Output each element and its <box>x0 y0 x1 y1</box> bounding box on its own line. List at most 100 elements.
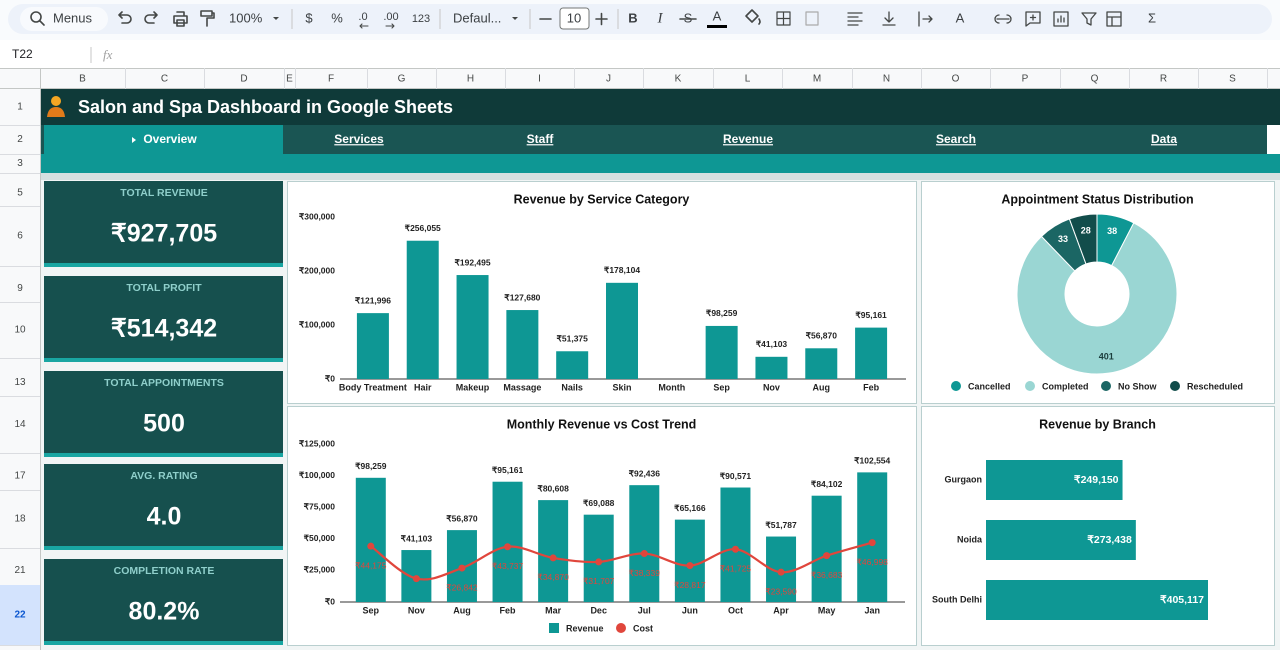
value-label: ₹95,161 <box>492 465 524 475</box>
redo[interactable] <box>144 11 158 24</box>
line-marker <box>868 539 876 547</box>
value-label: ₹102,554 <box>854 456 890 466</box>
percent[interactable]: % <box>331 10 343 25</box>
font-family[interactable]: Defaul... <box>453 10 501 25</box>
strikethrough[interactable]: S <box>684 10 693 25</box>
dropdown[interactable] <box>273 17 279 20</box>
value-label: ₹23,590 <box>765 586 797 596</box>
font-size[interactable]: 10 <box>567 10 581 25</box>
currency[interactable]: $ <box>305 10 313 25</box>
row-header: 1 <box>17 102 23 113</box>
value-label: ₹98,259 <box>355 461 387 471</box>
functions[interactable]: Σ <box>1148 10 1156 25</box>
kpi-label: AVG. RATING <box>130 470 197 482</box>
value-label: ₹41,725 <box>720 564 752 574</box>
bar <box>720 487 751 602</box>
nav-tab[interactable]: Services <box>334 132 384 146</box>
text-color[interactable]: A <box>713 8 722 23</box>
table-view[interactable] <box>1106 11 1122 27</box>
column-header: L <box>745 74 751 85</box>
kpi-accent <box>44 263 283 267</box>
nav-tab[interactable]: Search <box>936 132 976 146</box>
chart-title: Revenue by Branch <box>1039 417 1156 431</box>
insert-chart[interactable] <box>1053 11 1069 27</box>
title-icon <box>51 96 61 106</box>
filter[interactable] <box>1081 12 1097 26</box>
kpi-card <box>44 464 283 550</box>
menu-search[interactable] <box>20 7 108 31</box>
print[interactable] <box>173 11 188 27</box>
bar <box>811 495 842 602</box>
undo[interactable] <box>118 11 132 24</box>
row-header: 13 <box>14 377 26 388</box>
merge[interactable] <box>805 11 819 26</box>
value-label: ₹95,161 <box>855 310 887 320</box>
x-tick-label: Body Treatment <box>339 382 407 392</box>
x-tick-label: Dec <box>590 605 607 615</box>
kpi-label: TOTAL APPOINTMENTS <box>104 377 224 389</box>
legend-swatch <box>1101 381 1111 391</box>
bar <box>986 580 1208 620</box>
decrease-arrow <box>359 23 369 29</box>
fill-color[interactable] <box>745 9 761 25</box>
font-size-box[interactable] <box>559 7 590 30</box>
increase-decimals[interactable]: .00 <box>383 11 398 23</box>
column-header: H <box>467 74 474 85</box>
nav-tab[interactable]: Revenue <box>723 132 773 146</box>
header-band <box>41 154 1280 173</box>
formula-bar <box>0 42 1280 68</box>
menu-search-text[interactable]: Menus <box>53 10 93 25</box>
value-label: ₹98,259 <box>706 308 738 318</box>
value-label: ₹51,787 <box>765 520 797 530</box>
wrap[interactable] <box>918 11 933 27</box>
row-header: 5 <box>17 188 23 199</box>
font-size-plus[interactable] <box>595 12 608 26</box>
bar <box>583 514 614 602</box>
legend-swatch <box>951 381 961 391</box>
value-label: ₹51,375 <box>556 334 588 344</box>
sheet-grid: B C D E F G H I J K L M N O P Q R S 1 2 3 5 6 9 10 13 14 17 18 21 22 <box>0 68 1280 650</box>
value-label: ₹90,571 <box>720 471 752 481</box>
y-tick-label: Noida <box>957 534 983 544</box>
number-format[interactable]: 123 <box>412 13 430 25</box>
line-marker <box>549 554 557 562</box>
search-icon <box>30 11 42 23</box>
row-header: 10 <box>14 325 26 336</box>
y-tick-label: ₹75,000 <box>304 501 336 511</box>
vertical-align[interactable] <box>882 11 896 26</box>
value-label: ₹84,102 <box>811 479 843 489</box>
x-tick-label: Hair <box>414 382 432 392</box>
value-label: ₹178,104 <box>604 265 640 275</box>
borders[interactable] <box>776 11 791 26</box>
nav-tab[interactable]: Staff <box>527 132 555 146</box>
nav-tab[interactable]: Data <box>1151 132 1177 146</box>
line-marker <box>412 575 420 583</box>
bold[interactable]: B <box>628 10 637 25</box>
link[interactable] <box>994 14 1012 24</box>
decrease-decimals[interactable]: .0 <box>358 11 367 23</box>
bar <box>857 472 888 602</box>
legend-label: Cancelled <box>968 381 1011 391</box>
italic[interactable]: I <box>657 10 664 26</box>
comment[interactable] <box>1025 11 1041 27</box>
nav-active-marker <box>132 137 136 143</box>
line-marker <box>504 543 512 551</box>
x-tick-label: Nails <box>561 382 583 392</box>
y-tick-label: South Delhi <box>932 594 982 604</box>
x-tick-label: Month <box>658 382 685 392</box>
zoom[interactable]: 100% <box>229 10 263 25</box>
name-box[interactable]: T22 <box>12 47 33 61</box>
line-marker <box>367 542 375 550</box>
align[interactable] <box>847 12 863 26</box>
paint-format[interactable] <box>200 10 215 27</box>
nav-tab[interactable]: Overview <box>143 132 197 146</box>
kpi-label: COMPLETION RATE <box>114 565 215 577</box>
dropdown[interactable] <box>512 17 518 20</box>
dashboard: Salon and Spa Dashboard in Google Sheets… <box>41 89 1280 650</box>
kpi-value: 500 <box>143 410 185 438</box>
value-label: ₹26,842 <box>446 582 478 592</box>
row-header: 17 <box>14 471 26 482</box>
line-marker <box>458 564 466 572</box>
text-rotation[interactable]: A <box>956 10 965 25</box>
